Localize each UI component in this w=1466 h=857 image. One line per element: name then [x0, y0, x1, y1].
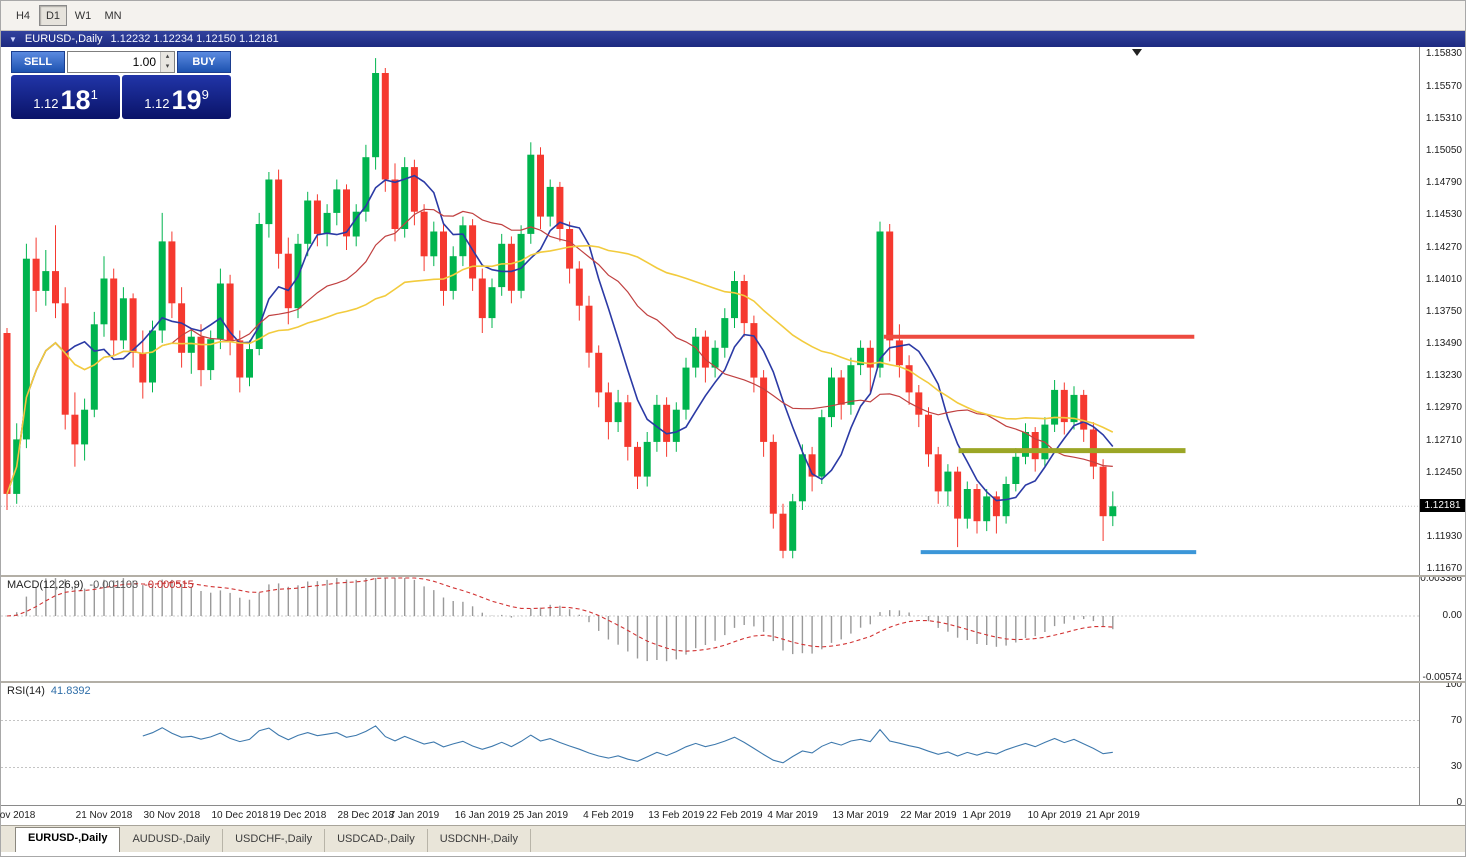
volume-increase-icon[interactable]: ▴: [161, 52, 174, 62]
rsi-axis-label: 100: [1445, 683, 1462, 691]
sell-price-sup: 1: [90, 87, 98, 102]
date-axis-label: 13 Mar 2019: [832, 810, 889, 821]
timeframe-toolbar: H4 D1 W1 MN: [1, 1, 1465, 31]
date-axis-label: 16 Jan 2019: [454, 810, 510, 821]
candles-layer: [3, 58, 1117, 559]
buy-button[interactable]: BUY: [177, 51, 231, 73]
price-axis-label: 1.14530: [1425, 209, 1462, 221]
chart-menu-icon[interactable]: ▼: [9, 34, 17, 44]
chart-title-bar: ▼ EURUSD-,Daily 1.12232 1.12234 1.12150 …: [1, 31, 1465, 47]
price-axis-label: 1.14270: [1425, 241, 1462, 253]
date-axis-label: 12 Nov 2018: [0, 810, 36, 821]
price-axis-label: 1.12970: [1425, 402, 1462, 414]
price-axis-label: 1.12450: [1425, 466, 1462, 478]
buy-price-panel[interactable]: 1.12 19 9: [122, 75, 231, 119]
rsi-value: 41.8392: [50, 685, 91, 697]
ma-fast-blue: [6, 174, 1114, 502]
chart-title: EURUSD-,Daily: [24, 33, 103, 45]
date-axis-label: 7 Jan 2019: [389, 810, 440, 821]
macd-signal-line: [6, 577, 1113, 652]
macd-signal-value: -0.000515: [144, 579, 194, 591]
timeframe-mn-button[interactable]: MN: [99, 5, 127, 26]
price-axis-label: 1.11930: [1426, 531, 1462, 543]
macd-axis-label: 0.003386: [1420, 577, 1462, 585]
price-axis-label: 1.15830: [1425, 48, 1462, 60]
tab-audusd-daily[interactable]: AUDUSD-,Daily: [120, 829, 224, 852]
tab-eurusd-daily[interactable]: EURUSD-,Daily: [15, 827, 121, 852]
macd-axis-label: 0.00: [1442, 610, 1462, 621]
volume-decrease-icon[interactable]: ▾: [161, 62, 174, 72]
date-axis-label: 1 Apr 2019: [962, 810, 1011, 821]
price-axis-label: 1.14010: [1425, 273, 1462, 285]
price-axis-label: 1.15570: [1425, 80, 1462, 92]
price-axis-label: 1.14790: [1425, 177, 1462, 189]
sell-price-base: 1.12: [33, 96, 59, 111]
date-axis-label: 30 Nov 2018: [143, 810, 201, 821]
macd-indicator-panel: MACD(12,26,9) -0.001103 -0.000515 0.003386…: [1, 577, 1465, 681]
price-axis: 1.15830 1.15570 1.15310 1.15050 1.14790 1.145…: [1419, 47, 1465, 575]
price-axis-label: 1.15050: [1425, 144, 1462, 156]
sell-button[interactable]: SELL: [11, 51, 65, 73]
chart-tabs-bar: EURUSD-,Daily AUDUSD-,Daily USDCHF-,Dail…: [1, 825, 1465, 852]
date-axis-label: 13 Feb 2019: [648, 810, 705, 821]
timeframe-d1-button[interactable]: D1: [39, 5, 67, 26]
main-chart-panel: 1.15830 1.15570 1.15310 1.15050 1.14790 1.145…: [1, 47, 1465, 575]
tab-usdcad-daily[interactable]: USDCAD-,Daily: [325, 829, 428, 852]
panel-splitter[interactable]: [1, 575, 1465, 577]
date-axis-label: 10 Apr 2019: [1027, 810, 1082, 821]
sell-price-big: 18: [60, 85, 91, 115]
rsi-axis-label: 70: [1450, 714, 1462, 726]
macd-canvas[interactable]: [1, 577, 1420, 681]
buy-price-sup: 9: [201, 87, 209, 102]
date-axis-label: 19 Dec 2018: [269, 810, 327, 821]
price-axis-label: 1.13750: [1425, 305, 1462, 317]
date-axis-label: 25 Jan 2019: [512, 810, 569, 821]
macd-axis-label: -0.00574: [1422, 672, 1462, 681]
tab-usdcnh-daily[interactable]: USDCNH-,Daily: [428, 829, 531, 852]
date-axis-label: 4 Feb 2019: [583, 810, 634, 821]
date-axis-label: 28 Dec 2018: [337, 810, 395, 821]
buy-price-base: 1.12: [144, 96, 170, 111]
price-axis-label: 1.13230: [1425, 370, 1462, 382]
macd-main-value: -0.001103: [89, 579, 139, 591]
tab-usdchf-daily[interactable]: USDCHF-,Daily: [223, 829, 326, 852]
rsi-indicator-panel: RSI(14) 41.8392 100 70 30 0: [1, 683, 1465, 805]
price-axis-label: 1.13490: [1425, 338, 1462, 350]
rsi-axis-label: 0: [1456, 796, 1462, 805]
panel-splitter[interactable]: [1, 681, 1465, 683]
rsi-label: RSI(14) 41.8392: [7, 685, 91, 697]
timeframe-h4-button[interactable]: H4: [9, 5, 37, 26]
chart-ohlc-values: 1.12232 1.12234 1.12150 1.12181: [110, 33, 279, 45]
date-axis: 12 Nov 2018 21 Nov 2018 30 Nov 2018 10 Dec …: [0, 805, 1465, 825]
timeframe-w1-button[interactable]: W1: [69, 5, 97, 26]
buy-price-big: 19: [171, 85, 202, 115]
date-axis-label: 22 Feb 2019: [706, 810, 763, 821]
date-axis-label: 4 Mar 2019: [767, 810, 818, 821]
price-axis-label: 1.11670: [1426, 563, 1462, 575]
price-chart-canvas[interactable]: [1, 47, 1420, 575]
price-axis-label: 1.15310: [1425, 112, 1462, 124]
rsi-axis-label: 30: [1450, 761, 1462, 773]
date-axis-label: 10 Dec 2018: [211, 810, 269, 821]
volume-input[interactable]: [68, 52, 160, 72]
scroll-to-end-icon[interactable]: [1132, 49, 1142, 56]
rsi-line: [142, 725, 1113, 764]
date-axis-label: 22 Mar 2019: [900, 810, 957, 821]
price-axis-label: 1.12710: [1425, 434, 1462, 446]
sell-price-panel[interactable]: 1.12 18 1: [11, 75, 120, 119]
macd-axis: 0.003386 0.00 -0.00574: [1419, 577, 1465, 681]
volume-control: ▴ ▾: [67, 51, 175, 73]
macd-label: MACD(12,26,9) -0.001103 -0.000515: [7, 579, 194, 591]
rsi-canvas[interactable]: [1, 683, 1420, 805]
date-axis-label: 21 Nov 2018: [75, 810, 133, 821]
rsi-axis: 100 70 30 0: [1419, 683, 1465, 805]
ma-slow-yellow: [6, 244, 1114, 495]
date-axis-label: 21 Apr 2019: [1085, 810, 1140, 821]
ma-mid-red: [6, 208, 1113, 495]
current-price-badge: 1.12181: [1420, 499, 1465, 513]
